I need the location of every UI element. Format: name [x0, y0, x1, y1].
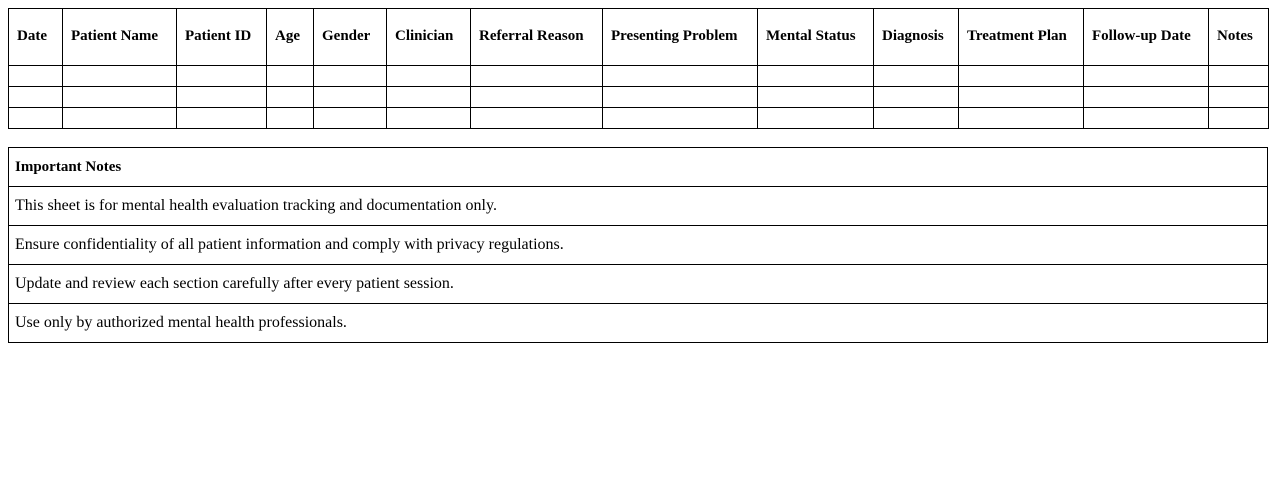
note-item: Ensure confidentiality of all patient in… [8, 225, 1268, 265]
note-row: Use only by authorized mental health pro… [8, 303, 1268, 343]
column-header-referral-reason: Referral Reason [470, 8, 603, 66]
empty-cell[interactable] [8, 65, 63, 87]
note-row: Update and review each section carefully… [8, 264, 1268, 304]
empty-cell[interactable] [470, 86, 603, 108]
empty-cell[interactable] [313, 65, 387, 87]
table-row [8, 86, 1269, 108]
empty-cell[interactable] [176, 86, 267, 108]
empty-cell[interactable] [266, 65, 314, 87]
empty-cell[interactable] [873, 65, 959, 87]
table-row [8, 107, 1269, 129]
column-header-patient-id: Patient ID [176, 8, 267, 66]
important-notes-table: Important Notes This sheet is for mental… [8, 147, 1268, 343]
table-row [8, 65, 1269, 87]
empty-cell[interactable] [1208, 86, 1269, 108]
patient-evaluation-table: Date Patient Name Patient ID Age Gender … [8, 8, 1269, 129]
notes-header-row: Important Notes [8, 147, 1268, 187]
column-header-age: Age [266, 8, 314, 66]
column-header-clinician: Clinician [386, 8, 471, 66]
empty-cell[interactable] [62, 65, 177, 87]
column-header-presenting-problem: Presenting Problem [602, 8, 758, 66]
column-header-treatment-plan: Treatment Plan [958, 8, 1084, 66]
empty-cell[interactable] [313, 107, 387, 129]
empty-cell[interactable] [386, 107, 471, 129]
note-item: Use only by authorized mental health pro… [8, 303, 1268, 343]
empty-cell[interactable] [958, 107, 1084, 129]
empty-cell[interactable] [1208, 107, 1269, 129]
column-header-date: Date [8, 8, 63, 66]
empty-cell[interactable] [1083, 86, 1209, 108]
empty-cell[interactable] [757, 86, 874, 108]
empty-cell[interactable] [1083, 65, 1209, 87]
empty-cell[interactable] [266, 86, 314, 108]
empty-cell[interactable] [176, 107, 267, 129]
empty-cell[interactable] [470, 107, 603, 129]
empty-cell[interactable] [266, 107, 314, 129]
empty-cell[interactable] [1208, 65, 1269, 87]
empty-cell[interactable] [873, 86, 959, 108]
note-row: Ensure confidentiality of all patient in… [8, 225, 1268, 265]
column-header-mental-status: Mental Status [757, 8, 874, 66]
empty-cell[interactable] [602, 65, 758, 87]
empty-cell[interactable] [8, 107, 63, 129]
note-item: Update and review each section carefully… [8, 264, 1268, 304]
column-header-gender: Gender [313, 8, 387, 66]
column-header-notes: Notes [1208, 8, 1269, 66]
column-header-patient-name: Patient Name [62, 8, 177, 66]
empty-cell[interactable] [757, 107, 874, 129]
empty-cell[interactable] [470, 65, 603, 87]
empty-cell[interactable] [873, 107, 959, 129]
empty-cell[interactable] [386, 65, 471, 87]
header-row: Date Patient Name Patient ID Age Gender … [8, 8, 1269, 66]
important-notes-title: Important Notes [8, 147, 1268, 187]
empty-cell[interactable] [313, 86, 387, 108]
empty-cell[interactable] [958, 65, 1084, 87]
empty-cell[interactable] [176, 65, 267, 87]
column-header-diagnosis: Diagnosis [873, 8, 959, 66]
note-row: This sheet is for mental health evaluati… [8, 186, 1268, 226]
empty-cell[interactable] [62, 107, 177, 129]
empty-cell[interactable] [602, 107, 758, 129]
empty-cell[interactable] [386, 86, 471, 108]
column-header-followup-date: Follow-up Date [1083, 8, 1209, 66]
empty-cell[interactable] [757, 65, 874, 87]
note-item: This sheet is for mental health evaluati… [8, 186, 1268, 226]
empty-cell[interactable] [602, 86, 758, 108]
empty-cell[interactable] [958, 86, 1084, 108]
empty-cell[interactable] [8, 86, 63, 108]
empty-cell[interactable] [62, 86, 177, 108]
empty-cell[interactable] [1083, 107, 1209, 129]
